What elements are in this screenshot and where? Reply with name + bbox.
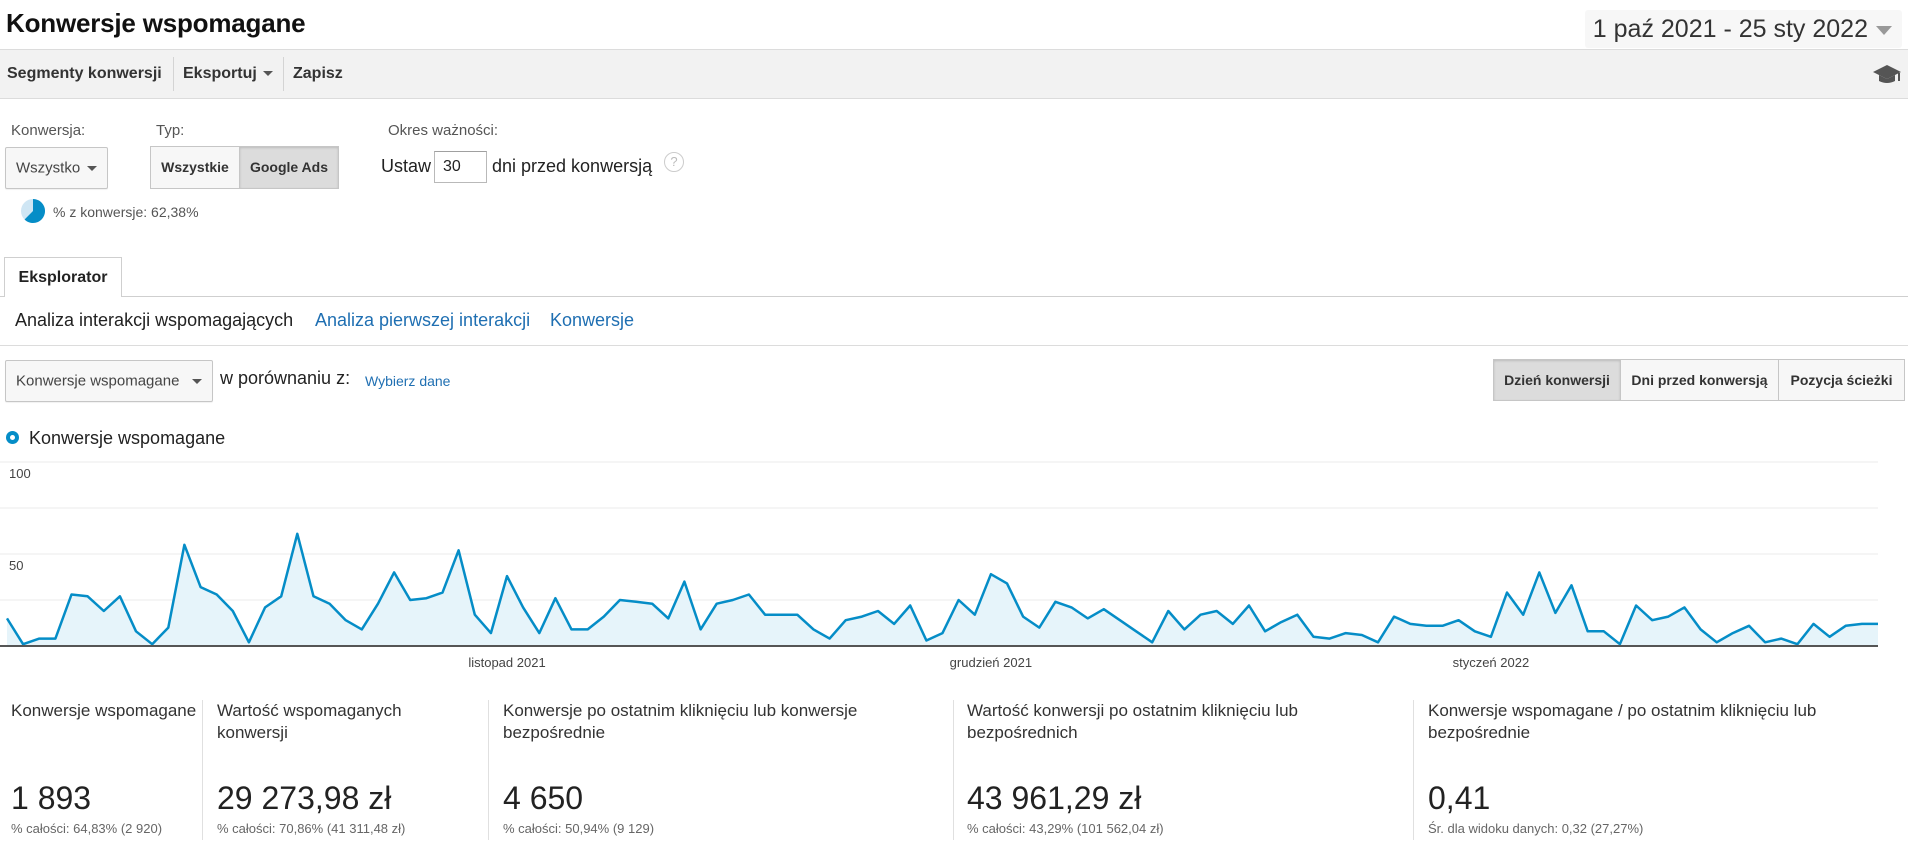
conversion-select[interactable]: Wszystko xyxy=(5,147,108,189)
toolbar-divider xyxy=(173,57,174,91)
export-label: Eksportuj xyxy=(183,65,257,82)
series-line xyxy=(5,532,1878,646)
metric-assisted-ratio: Konwersje wspomagane / po ostatnim klikn… xyxy=(1428,700,1868,840)
metric-note: % całości: 64,83% (2 920) xyxy=(11,821,163,836)
y-tick-label: 50 xyxy=(9,558,23,573)
tab-divider xyxy=(0,296,1908,297)
metric-label: Konwersje wspomagane / po ostatnim klikn… xyxy=(1428,701,1817,742)
type-option-google-ads[interactable]: Google Ads xyxy=(239,146,339,189)
metric-value: 4 650 xyxy=(503,780,584,816)
chevron-down-icon xyxy=(262,71,273,77)
type-filter-label: Typ: xyxy=(156,122,185,139)
date-range-picker[interactable]: 1 paź 2021 - 25 sty 2022 xyxy=(1584,10,1902,48)
metric-note: % całości: 70,86% (41 311,48 zł) xyxy=(217,821,406,836)
chevron-down-icon xyxy=(192,379,202,384)
metric-note: % całości: 43,29% (101 562,04 zł) xyxy=(967,821,1164,836)
metric-select-value: Konwersje wspomagane xyxy=(16,372,180,390)
metric-value: 43 961,29 zł xyxy=(967,780,1142,816)
chevron-down-icon xyxy=(1876,26,1892,35)
conversion-select-value: Wszystko xyxy=(16,159,81,177)
view-path-position[interactable]: Pozycja ścieżki xyxy=(1778,359,1905,401)
metric-label: Konwersje wspomagane xyxy=(11,701,197,720)
lookback-suffix: dni przed konwersją xyxy=(492,156,653,176)
metric-note: % całości: 50,94% (9 129) xyxy=(503,821,655,836)
series-legend-label: Konwersje wspomagane xyxy=(29,428,226,448)
lookback-prefix: Ustaw xyxy=(381,156,432,176)
view-conversion-day[interactable]: Dzień konwersji xyxy=(1493,359,1621,401)
x-tick-label: styczeń 2022 xyxy=(1453,655,1530,670)
metric-assisted-value: Wartość wspomaganych konwersji 29 273,98… xyxy=(217,700,472,840)
series-area xyxy=(7,533,1878,646)
export-button[interactable]: Eksportuj xyxy=(183,50,273,98)
metric-value: 0,41 xyxy=(1428,780,1491,816)
help-icon[interactable]: ? xyxy=(664,152,684,172)
toolbar-divider xyxy=(283,57,284,91)
metric-divider xyxy=(1413,700,1414,840)
graduation-cap-icon[interactable] xyxy=(1872,62,1902,86)
tab-explorer[interactable]: Eksplorator xyxy=(4,257,122,297)
view-days-before[interactable]: Dni przed konwersją xyxy=(1620,359,1779,401)
conversion-filter-label: Konwersja: xyxy=(11,122,86,139)
metric-note: Śr. dla widoku danych: 0,32 (27,27%) xyxy=(1428,821,1644,836)
metric-divider xyxy=(488,700,489,840)
assisted-conversions-chart: 50 100 listopad 2021 grudzień 2021 styczeń 2… xyxy=(0,461,1878,670)
sampling-note: % z konwersje: 62,38% xyxy=(53,204,199,220)
metric-divider xyxy=(953,700,954,840)
report-toolbar: Segmenty konwersji Eksportuj Zapisz xyxy=(0,49,1908,99)
date-range-label: 1 paź 2021 - 25 sty 2022 xyxy=(1592,15,1868,43)
conversion-segments-button[interactable]: Segmenty konwersji xyxy=(7,65,162,82)
metric-value: 29 273,98 zł xyxy=(217,780,392,816)
metric-label: Konwersje po ostatnim kliknięciu lub kon… xyxy=(503,701,858,742)
series-legend-marker[interactable] xyxy=(6,431,19,444)
metric-assisted-conversions: Konwersje wspomagane 1 893 % całości: 64… xyxy=(11,700,201,840)
subnav-assisted-interactions[interactable]: Analiza interakcji wspomagających xyxy=(15,310,294,330)
x-tick-label: listopad 2021 xyxy=(468,655,545,670)
y-tick-label: 100 xyxy=(9,466,31,481)
metric-divider xyxy=(202,700,203,840)
chevron-down-icon xyxy=(87,166,97,171)
lookback-days-input[interactable] xyxy=(434,151,487,183)
metric-select[interactable]: Konwersje wspomagane xyxy=(5,360,213,402)
compare-label: w porównaniu z: xyxy=(220,368,351,388)
lookback-window-label: Okres ważności: xyxy=(388,122,499,139)
sampling-pie-icon[interactable] xyxy=(20,198,46,224)
type-option-all[interactable]: Wszystkie xyxy=(150,146,240,189)
metric-label: Wartość wspomaganych konwersji xyxy=(217,701,402,742)
select-metric-link[interactable]: Wybierz dane xyxy=(365,373,451,389)
x-tick-label: grudzień 2021 xyxy=(950,655,1032,670)
section-divider xyxy=(0,345,1908,346)
subnav-conversions[interactable]: Konwersje xyxy=(550,310,635,330)
metric-label: Wartość konwersji po ostatnim kliknięciu… xyxy=(967,701,1298,742)
save-button[interactable]: Zapisz xyxy=(293,65,343,82)
metric-last-click-conversions: Konwersje po ostatnim kliknięciu lub kon… xyxy=(503,700,933,840)
metric-value: 1 893 xyxy=(11,780,92,816)
page-title: Konwersje wspomagane xyxy=(6,8,306,38)
subnav-first-interaction[interactable]: Analiza pierwszej interakcji xyxy=(315,310,531,330)
metric-last-click-value: Wartość konwersji po ostatnim kliknięciu… xyxy=(967,700,1327,840)
